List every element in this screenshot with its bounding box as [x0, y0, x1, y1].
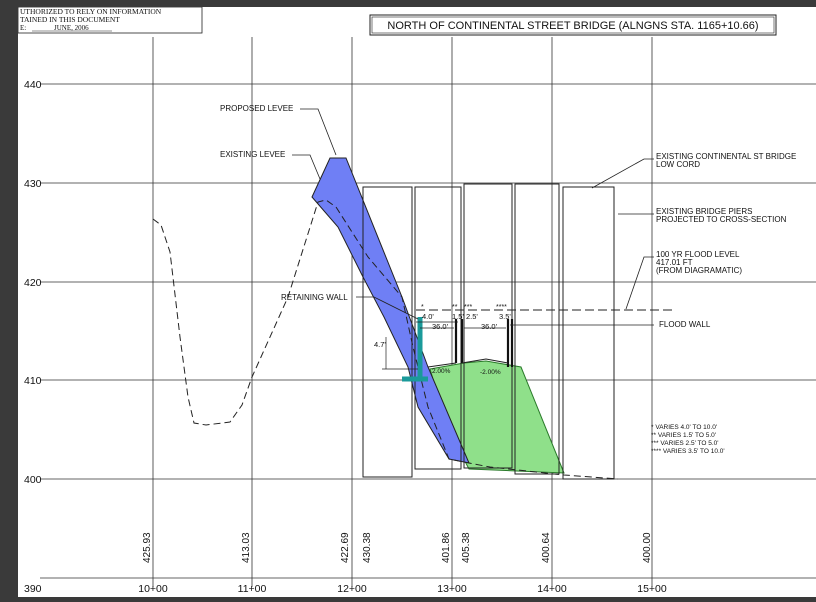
label-retaining-wall: RETAINING WALL — [281, 293, 348, 302]
label-flood-level-3: (FROM DIAGRAMATIC) — [656, 266, 742, 275]
drawing-title: NORTH OF CONTINENTAL STREET BRIDGE (ALNG… — [387, 20, 758, 32]
slope-line-right — [461, 358, 509, 364]
dim-36-left: 36.0' — [432, 322, 449, 331]
dim-2-5: 2.5' — [466, 312, 478, 321]
dimension-labels: 4.0' 36.0' 1.5' 2.5' 36.0' 3.5' 4.7' 2.0… — [374, 312, 511, 376]
dim-3-5: 3.5' — [499, 312, 511, 321]
title-block-line1: UTHORIZED TO RELY ON INFORMATION — [20, 7, 162, 16]
x-label-11-00: 11+00 — [238, 583, 267, 595]
label-flood-wall: FLOOD WALL — [659, 320, 711, 329]
label-bridge-low-cord-2: LOW CORD — [656, 160, 700, 169]
ground-elev-430-38: 430.38 — [362, 532, 373, 563]
dim-36-right: 36.0' — [481, 322, 498, 331]
slope-2-pct: 2.00% — [432, 368, 451, 375]
label-bridge-low-cord-1: EXISTING CONTINENTAL ST BRIDGE — [656, 152, 796, 161]
ground-elev-400-64: 400.64 — [541, 532, 552, 563]
title-block: UTHORIZED TO RELY ON INFORMATION TAINED … — [17, 6, 203, 34]
y-axis-labels: 440 430 420 410 400 390 — [24, 79, 42, 595]
existing-ground-profile — [152, 199, 619, 480]
variance-marks: * ** *** **** — [421, 304, 507, 311]
callout-leaders — [292, 108, 654, 326]
horizontal-grid — [40, 83, 816, 579]
note-1: * VARIES 4.0' TO 10.0' — [651, 424, 717, 431]
retaining-wall-shape — [402, 317, 428, 382]
note-2: ** VARIES 1.5' TO 5.0' — [651, 432, 716, 439]
ground-elev-425-93: 425.93 — [142, 532, 153, 563]
callout-labels: PROPOSED LEVEE EXISTING LEVEE RETAINING … — [220, 104, 796, 329]
y-label-430: 430 — [24, 178, 42, 190]
svg-text:****: **** — [496, 304, 507, 311]
note-3: *** VARIES 2.5' TO 5.0' — [651, 440, 719, 447]
title-block-line2: TAINED IN THIS DOCUMENT — [20, 15, 120, 24]
x-axis-labels: 10+00 11+00 12+00 13+00 14+00 15+00 — [138, 583, 667, 595]
title-block-date: JUNE, 2006 — [54, 24, 89, 32]
y-label-390: 390 — [24, 583, 42, 595]
drawing-title-box: NORTH OF CONTINENTAL STREET BRIDGE (ALNG… — [369, 14, 777, 36]
x-label-12-00: 12+00 — [337, 583, 367, 595]
x-label-13-00: 13+00 — [437, 583, 467, 595]
dimension-lines — [382, 321, 506, 370]
label-flood-level-2: 417.01 FT — [656, 258, 693, 267]
dim-4-0: 4.0' — [422, 312, 434, 321]
ground-elev-401-86: 401.86 — [441, 532, 452, 563]
label-bridge-piers-2: PROJECTED TO CROSS-SECTION — [656, 215, 787, 224]
vertical-grid — [152, 37, 653, 587]
label-bridge-piers-1: EXISTING BRIDGE PIERS — [656, 207, 752, 216]
dim-1-5: 1.5' — [452, 312, 464, 321]
ground-elevation-labels: 425.93 413.03 422.69 430.38 401.86 405.3… — [142, 532, 653, 563]
y-label-420: 420 — [24, 277, 42, 289]
ground-elev-413-03: 413.03 — [241, 532, 252, 563]
slope-neg-2-pct: -2.00% — [480, 369, 501, 376]
flood-wall-stems — [454, 319, 514, 367]
y-label-400: 400 — [24, 474, 42, 486]
x-label-15-00: 15+00 — [637, 583, 667, 595]
svg-text:*: * — [421, 304, 424, 311]
note-4: **** VARIES 3.5' TO 10.0' — [651, 448, 725, 455]
label-existing-levee: EXISTING LEVEE — [220, 150, 285, 159]
ground-elev-405-38: 405.38 — [461, 532, 472, 563]
title-block-line3-prefix: E: — [20, 24, 26, 32]
y-label-440: 440 — [24, 79, 42, 91]
cross-section-drawing: UTHORIZED TO RELY ON INFORMATION TAINED … — [17, 6, 816, 595]
svg-text:**: ** — [452, 304, 458, 311]
y-label-410: 410 — [24, 375, 42, 387]
label-proposed-levee: PROPOSED LEVEE — [220, 104, 293, 113]
drawing-sheet: UTHORIZED TO RELY ON INFORMATION TAINED … — [17, 6, 816, 597]
svg-text:***: *** — [464, 304, 472, 311]
variance-notes: * VARIES 4.0' TO 10.0' ** VARIES 1.5' TO… — [651, 424, 725, 455]
dim-4-7: 4.7' — [374, 340, 386, 349]
ground-elev-400-00: 400.00 — [642, 532, 653, 563]
x-label-10-00: 10+00 — [138, 583, 168, 595]
ground-elev-422-69: 422.69 — [340, 532, 351, 563]
x-label-14-00: 14+00 — [537, 583, 567, 595]
slope-line-left — [427, 362, 457, 368]
label-flood-level-1: 100 YR FLOOD LEVEL — [656, 250, 740, 259]
